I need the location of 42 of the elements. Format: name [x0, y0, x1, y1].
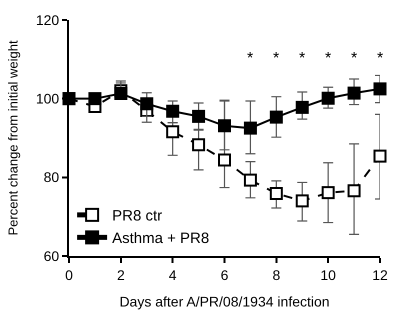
y-tick-label: 80 — [44, 169, 60, 186]
point — [374, 82, 386, 96]
legend-label: PR8 ctr — [112, 208, 162, 225]
point — [374, 150, 386, 163]
x-tick-label: 8 — [272, 266, 280, 283]
point — [270, 186, 283, 200]
point — [348, 184, 361, 198]
x-tick-label: 12 — [372, 266, 388, 283]
x-tick-label: 0 — [65, 266, 74, 283]
y-tick-label: 120 — [36, 12, 60, 28]
point — [88, 92, 102, 106]
point — [270, 110, 283, 124]
x-axis-title: Days after A/PR/08/1934 infection — [119, 294, 330, 310]
point — [218, 154, 231, 167]
x-tick-label: 6 — [220, 266, 229, 283]
annotation: * — [299, 50, 306, 67]
point — [322, 92, 335, 105]
annotation: * — [325, 50, 332, 67]
annotation: * — [273, 50, 280, 67]
point — [166, 125, 180, 138]
y-axis-title: Percent change from initial weight — [5, 40, 20, 236]
x-tick-label: 2 — [116, 266, 125, 283]
point — [192, 110, 206, 123]
annotation: * — [247, 50, 254, 67]
point — [296, 194, 309, 208]
y-tick-label: 60 — [44, 248, 60, 264]
x-tick-label: 4 — [168, 266, 177, 283]
annotation: * — [351, 50, 358, 67]
point — [296, 100, 309, 114]
point — [244, 174, 257, 187]
point — [348, 86, 361, 100]
point — [114, 87, 128, 100]
point — [140, 97, 154, 110]
point — [218, 119, 231, 132]
point — [322, 186, 335, 200]
annotation: * — [377, 50, 384, 67]
point — [192, 138, 206, 152]
legend-label: Asthma + PR8 — [112, 230, 210, 248]
point — [166, 104, 180, 118]
point — [244, 122, 257, 135]
y-tick-label: 100 — [36, 90, 60, 107]
x-tick-label: 10 — [320, 266, 336, 283]
